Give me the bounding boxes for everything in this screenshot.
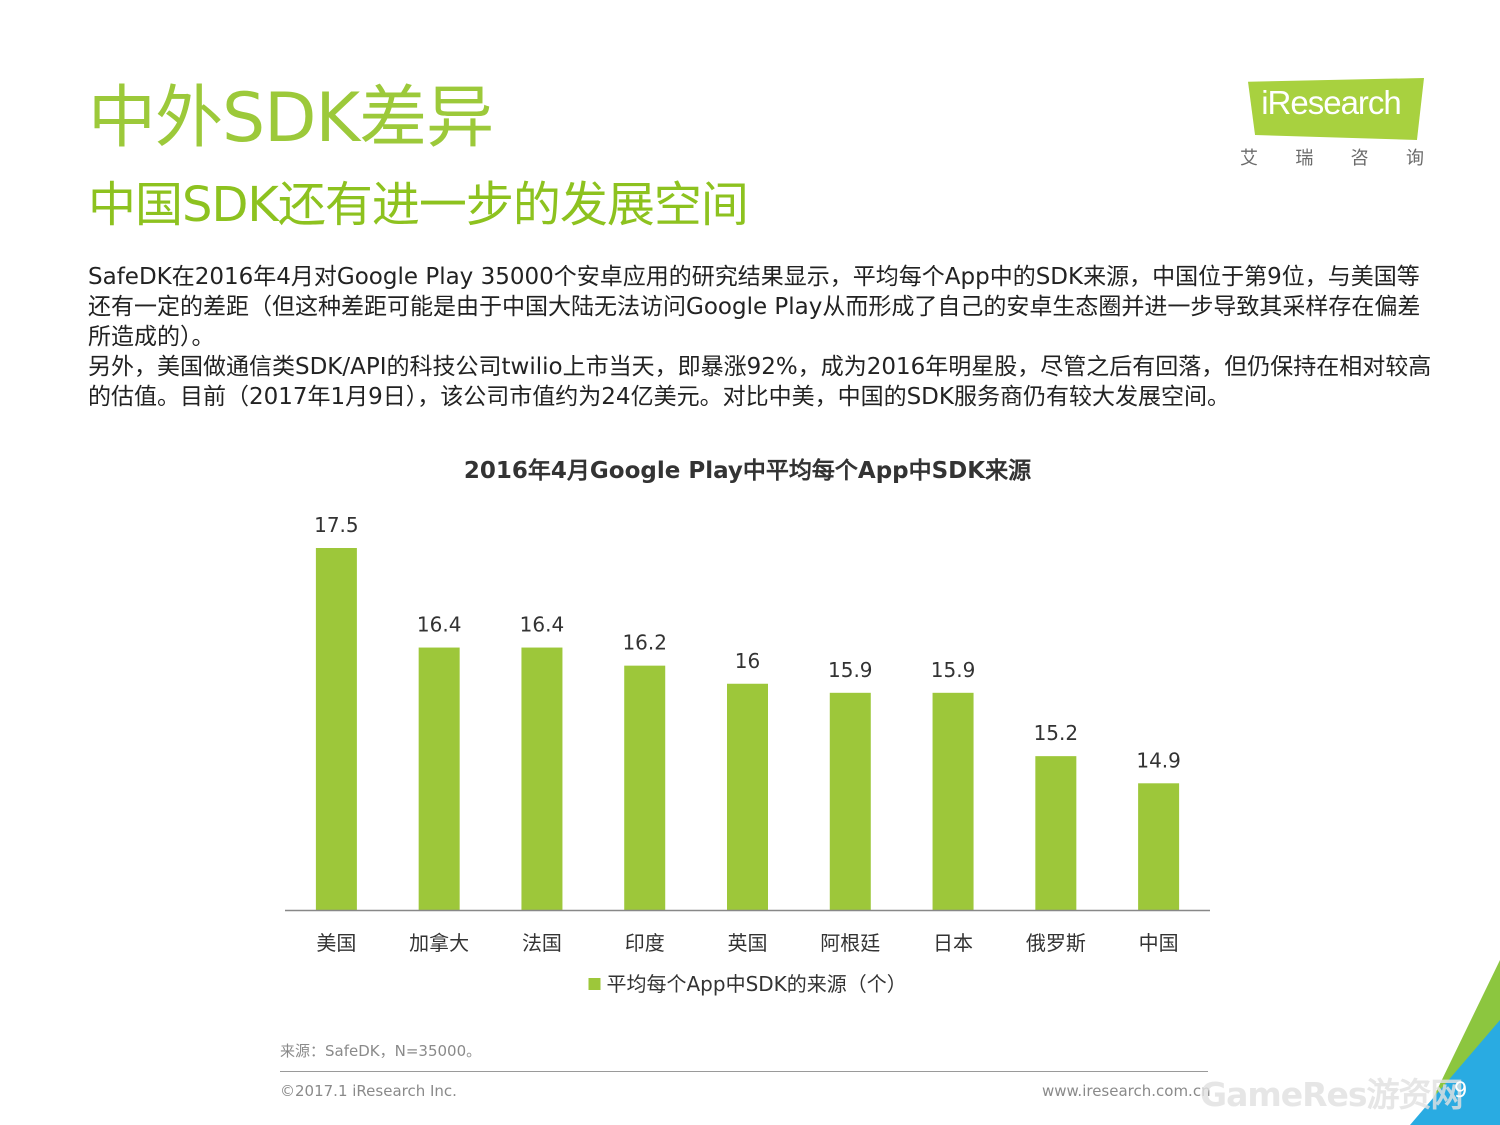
x-tick-label: 英国 xyxy=(728,931,768,955)
x-tick-label: 阿根廷 xyxy=(820,931,880,955)
bar xyxy=(315,548,357,910)
data-label: 15.9 xyxy=(828,658,873,682)
copyright-text: ©2017.1 iResearch Inc. xyxy=(280,1082,457,1100)
data-label: 16 xyxy=(735,649,760,673)
logo-wordmark: iResearch xyxy=(1261,84,1402,121)
data-label: 17.5 xyxy=(314,513,359,537)
x-tick-label: 印度 xyxy=(625,931,665,955)
x-tick-label: 加拿大 xyxy=(409,931,469,955)
logo-char: 瑞 xyxy=(1295,148,1314,169)
legend-label: 平均每个App中SDK的来源（个） xyxy=(607,972,907,996)
bar xyxy=(727,683,768,910)
bar xyxy=(932,692,974,910)
iresearch-logo: iResearch 艾 瑞 咨 询 xyxy=(1238,78,1428,173)
data-label: 14.9 xyxy=(1136,748,1181,772)
logo-chinese-name: 艾 瑞 咨 询 xyxy=(1238,144,1428,170)
logo-band xyxy=(1248,78,1424,140)
x-tick-label: 日本 xyxy=(933,931,973,955)
x-tick-label: 美国 xyxy=(316,931,356,955)
x-tick-label: 俄罗斯 xyxy=(1026,931,1086,955)
page-subtitle: 中国SDK还有进一步的发展空间 xyxy=(88,177,749,233)
data-label: 16.2 xyxy=(622,631,667,655)
logo-char: 咨 xyxy=(1350,148,1369,169)
data-label: 15.9 xyxy=(931,658,976,682)
data-label: 15.2 xyxy=(1034,721,1079,745)
corner-decoration xyxy=(1410,960,1500,1125)
bar xyxy=(1138,783,1180,910)
bar-chart: 2016年4月Google Play中平均每个App中SDK来源 17.5 美国 16… xyxy=(285,457,1210,996)
data-label: 16.4 xyxy=(520,613,565,637)
page-number: 9 xyxy=(1454,1078,1468,1102)
watermark-text: GameRes游资网 xyxy=(1200,1075,1464,1114)
source-note: 来源：SafeDK，N=35000。 xyxy=(280,1042,482,1060)
chart-title: 2016年4月Google Play中平均每个App中SDK来源 xyxy=(464,457,1031,484)
body-text: SafeDK在2016年4月对Google Play 35000个安卓应用的研究… xyxy=(88,262,1433,412)
legend-swatch xyxy=(588,978,601,990)
logo-char: 询 xyxy=(1405,148,1424,169)
body-paragraph: SafeDK在2016年4月对Google Play 35000个安卓应用的研究… xyxy=(88,264,1421,350)
bar xyxy=(624,665,666,910)
logo-char: 艾 xyxy=(1240,148,1258,169)
website-link[interactable]: www.iresearch.com.cn xyxy=(1042,1082,1211,1100)
x-tick-label: 中国 xyxy=(1139,931,1179,955)
footer-divider xyxy=(280,1071,1208,1072)
bar xyxy=(521,647,563,910)
bar xyxy=(829,692,871,910)
bar xyxy=(1035,756,1077,910)
page-title: 中外SDK差异 xyxy=(88,79,494,158)
x-tick-label: 法国 xyxy=(522,931,562,955)
body-paragraph: 另外，美国做通信类SDK/API的科技公司twilio上市当天，即暴涨92%，成… xyxy=(88,354,1432,410)
bar xyxy=(418,647,460,910)
data-label: 16.4 xyxy=(417,613,462,637)
